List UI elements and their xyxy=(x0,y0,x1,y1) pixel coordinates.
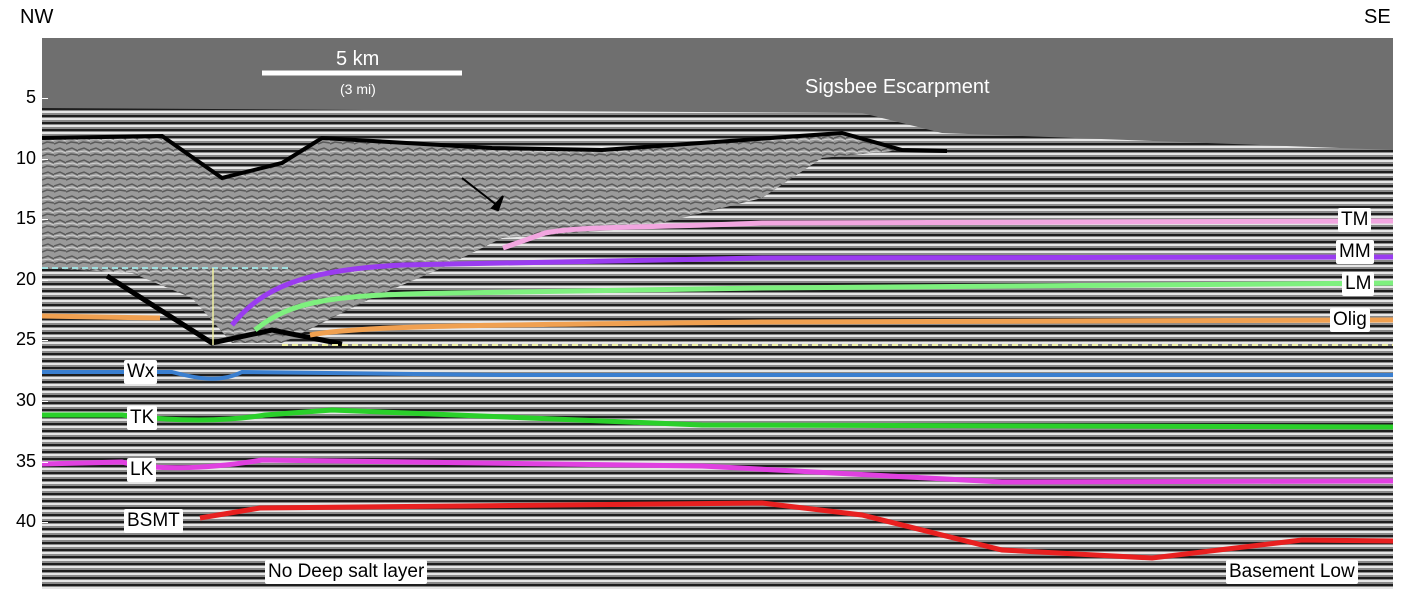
depth-tick-label: 30 xyxy=(15,390,36,410)
depth-tick-label: 35 xyxy=(15,450,36,471)
depth-tick-mark xyxy=(42,279,48,281)
depth-tick-label: 15 xyxy=(15,208,36,229)
scale-label: 5 km xyxy=(336,48,380,70)
horizon-label: LK xyxy=(127,458,157,482)
arrow xyxy=(461,177,504,212)
horizon-label: Wx xyxy=(124,360,158,384)
depth-tick-label: 5 xyxy=(25,87,36,107)
horizon-label: TM xyxy=(1338,208,1372,232)
depth-tick-label: 25 xyxy=(15,329,36,350)
depth-tick-mark xyxy=(42,158,48,160)
horizon-bsmt xyxy=(199,500,1393,561)
escarpment-label: Sigsbee Escarpment xyxy=(805,76,990,98)
seismic-section xyxy=(42,38,1393,589)
horizon-label: Olig xyxy=(1330,308,1370,332)
depth-tick-mark xyxy=(42,401,48,402)
direction-nw: NW xyxy=(20,6,54,28)
salt-weld xyxy=(105,273,343,347)
horizon-lm xyxy=(253,280,1393,332)
direction-se: SE xyxy=(1364,6,1391,28)
scale-sublabel: (3 mi) xyxy=(340,81,376,97)
salt-top xyxy=(42,130,948,181)
depth-tick-mark xyxy=(42,98,48,99)
depth-tick-mark xyxy=(42,219,48,221)
horizon-wx xyxy=(42,369,1393,381)
horizon-label: TK xyxy=(127,406,158,430)
horizon-olig xyxy=(42,313,1393,338)
horizon-label: BSMT xyxy=(124,509,183,533)
horizon-tm xyxy=(502,218,1393,251)
salt-body xyxy=(42,133,902,343)
horizon-mm xyxy=(230,254,1393,327)
annotation: No Deep salt layer xyxy=(265,560,428,584)
depth-tick-label: 40 xyxy=(15,511,36,532)
depth-tick-mark xyxy=(42,461,48,463)
depth-tick-label: 20 xyxy=(15,268,36,289)
depth-tick-mark xyxy=(42,522,48,524)
horizon-label: MM xyxy=(1336,240,1374,264)
depth-tick-label: 10 xyxy=(15,147,36,168)
depth-tick-mark xyxy=(42,340,48,342)
horizon-label: LM xyxy=(1342,272,1375,296)
annotation: Basement Low xyxy=(1226,560,1358,584)
